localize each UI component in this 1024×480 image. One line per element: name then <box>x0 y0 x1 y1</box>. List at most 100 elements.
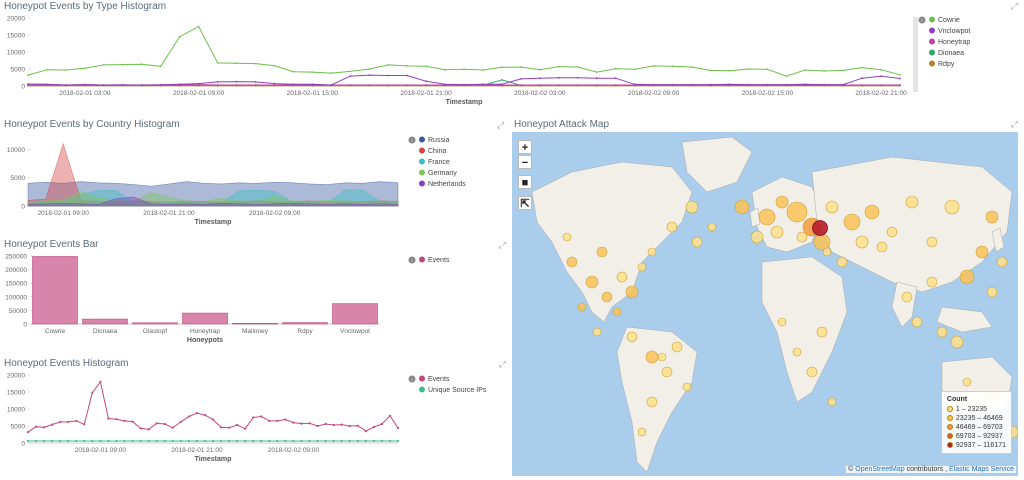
data-point <box>91 439 94 443</box>
attack-marker <box>592 327 602 337</box>
data-point <box>51 423 54 426</box>
attack-marker <box>944 199 960 215</box>
data-point <box>308 422 311 425</box>
data-point <box>59 420 62 423</box>
data-point <box>27 83 29 85</box>
data-point <box>140 84 143 86</box>
data-point <box>766 83 769 86</box>
map-legend-item: 69703 – 92937 <box>946 432 1006 441</box>
data-point <box>425 80 427 83</box>
expand-icon[interactable]: ⤢ <box>498 359 506 369</box>
data-point <box>115 418 118 421</box>
data-point <box>785 83 788 86</box>
data-point <box>340 423 343 426</box>
data-point <box>252 439 255 443</box>
data-point <box>65 69 67 71</box>
expand-icon[interactable]: ⤢ <box>1010 119 1018 129</box>
data-point <box>349 75 352 77</box>
landmass <box>811 156 1013 293</box>
data-point <box>396 439 400 443</box>
draw-filter-button[interactable]: ■ <box>518 175 532 189</box>
data-point <box>372 439 375 443</box>
panel-country-histogram: Honeypot Events by Country Histogram 100… <box>0 118 510 236</box>
data-point <box>425 65 427 68</box>
legend-swatch <box>929 38 935 45</box>
panel-type-histogram: Honeypot Events by Type Histogram ⤢ 2000… <box>0 0 1024 116</box>
x-tick-label: 2018-02-01 21:00 <box>143 210 195 217</box>
data-point <box>557 84 560 86</box>
y-tick-label: 5000 <box>11 424 26 431</box>
data-point <box>155 439 158 443</box>
x-tick-label: 2018-02-02 15:00 <box>742 90 794 97</box>
zoom-in-button[interactable]: + <box>518 140 532 154</box>
bar-mailoney <box>232 323 278 325</box>
data-point <box>709 83 712 86</box>
osm-link[interactable]: OpenStreetMap <box>855 466 905 473</box>
expand-icon[interactable]: ⤢ <box>497 120 505 130</box>
x-tick-label: 2018-02-01 09:00 <box>173 90 225 97</box>
data-point <box>880 75 882 77</box>
data-point <box>268 439 271 443</box>
y-tick-label: 10000 <box>7 50 25 57</box>
attack-marker <box>750 230 764 244</box>
ems-link[interactable]: Elastic Maps Service <box>949 466 1014 473</box>
data-point <box>84 67 86 70</box>
data-point <box>444 83 446 86</box>
data-point <box>372 425 375 429</box>
data-point <box>46 83 48 86</box>
data-point <box>260 415 263 418</box>
data-point <box>99 380 102 383</box>
data-point <box>861 66 863 69</box>
data-point <box>244 439 247 443</box>
attack-marker <box>577 302 587 312</box>
data-point <box>159 65 162 68</box>
data-point <box>228 439 231 443</box>
data-point <box>236 423 239 427</box>
data-point <box>614 77 617 80</box>
legend-toggle-icon <box>408 136 416 144</box>
landmass <box>681 136 753 193</box>
zoom-out-button[interactable]: − <box>518 155 532 169</box>
data-point <box>652 65 655 67</box>
data-point <box>171 439 174 443</box>
attack-marker <box>796 231 808 243</box>
data-point <box>709 69 712 72</box>
data-point <box>557 65 560 68</box>
expand-icon[interactable]: ⤢ <box>1010 1 1018 11</box>
expand-icon[interactable]: ⤢ <box>498 240 506 250</box>
data-point <box>219 426 223 429</box>
data-point <box>671 83 674 86</box>
panel-events-bar: Honeypot Events Bar ⤢ 250000 200000 150000… <box>0 238 510 356</box>
data-point <box>595 71 598 73</box>
legend-toggle-icon <box>408 375 416 383</box>
legend-label: Events <box>428 376 450 383</box>
data-point <box>244 427 247 430</box>
y-tick-label: 150000 <box>5 281 27 288</box>
data-point <box>823 70 826 72</box>
data-point <box>425 84 427 86</box>
bar-cowrie <box>32 256 78 325</box>
attack-marker <box>646 396 658 408</box>
data-point <box>576 66 579 68</box>
data-point <box>254 81 257 83</box>
data-point <box>121 83 124 86</box>
data-point <box>316 424 319 428</box>
attack-marker <box>959 269 975 285</box>
legend-label: China <box>428 148 446 155</box>
data-point <box>349 84 352 86</box>
data-point <box>140 63 143 66</box>
area-netherlands <box>27 196 399 207</box>
data-point <box>671 65 674 68</box>
attack-marker <box>616 271 628 283</box>
panel-title: Honeypot Events Bar <box>4 239 99 250</box>
x-axis-label: Timestamp <box>446 99 483 106</box>
map-canvas[interactable]: + − ■ ⇱ Count 1 – 23235 23235 – 46469 4646… <box>512 132 1018 476</box>
data-point <box>83 439 86 443</box>
y-tick-label: 5000 <box>11 175 26 182</box>
attribution-mid: contributors , <box>904 466 950 473</box>
legend-label: Netherlands <box>428 181 466 188</box>
world-map[interactable] <box>512 132 1018 476</box>
fit-bounds-button[interactable]: ⇱ <box>518 196 532 210</box>
attack-marker <box>775 195 789 209</box>
data-point <box>463 68 465 71</box>
